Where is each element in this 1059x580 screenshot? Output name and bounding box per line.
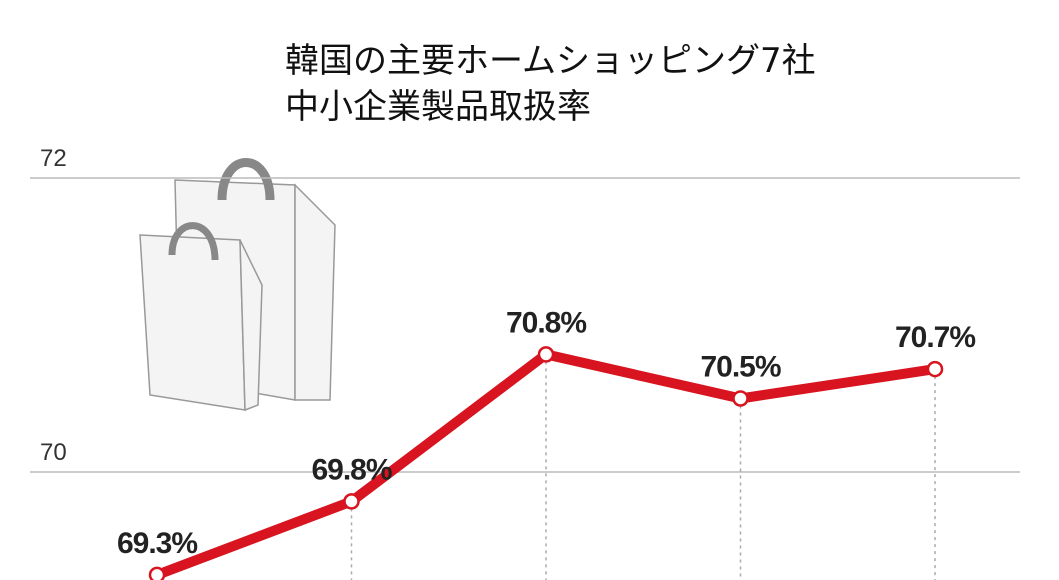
shopping-bags-icon — [139, 158, 336, 412]
chart-title: 韓国の主要ホームショッピング7社 — [285, 41, 816, 81]
value-label: 70.8% — [506, 306, 586, 339]
value-label: 69.3% — [117, 527, 197, 560]
chart-title: 中小企業製品取扱率 — [285, 87, 591, 127]
value-label: 70.7% — [895, 321, 975, 354]
value-label: 69.8% — [311, 453, 391, 486]
data-point — [537, 346, 555, 363]
data-point — [148, 566, 166, 580]
y-tick-label: 70 — [40, 439, 67, 466]
value-label: 70.5% — [700, 350, 780, 383]
y-tick-label: 72 — [40, 145, 67, 172]
data-point — [732, 390, 749, 407]
data-point — [343, 493, 360, 510]
data-point — [926, 360, 944, 378]
